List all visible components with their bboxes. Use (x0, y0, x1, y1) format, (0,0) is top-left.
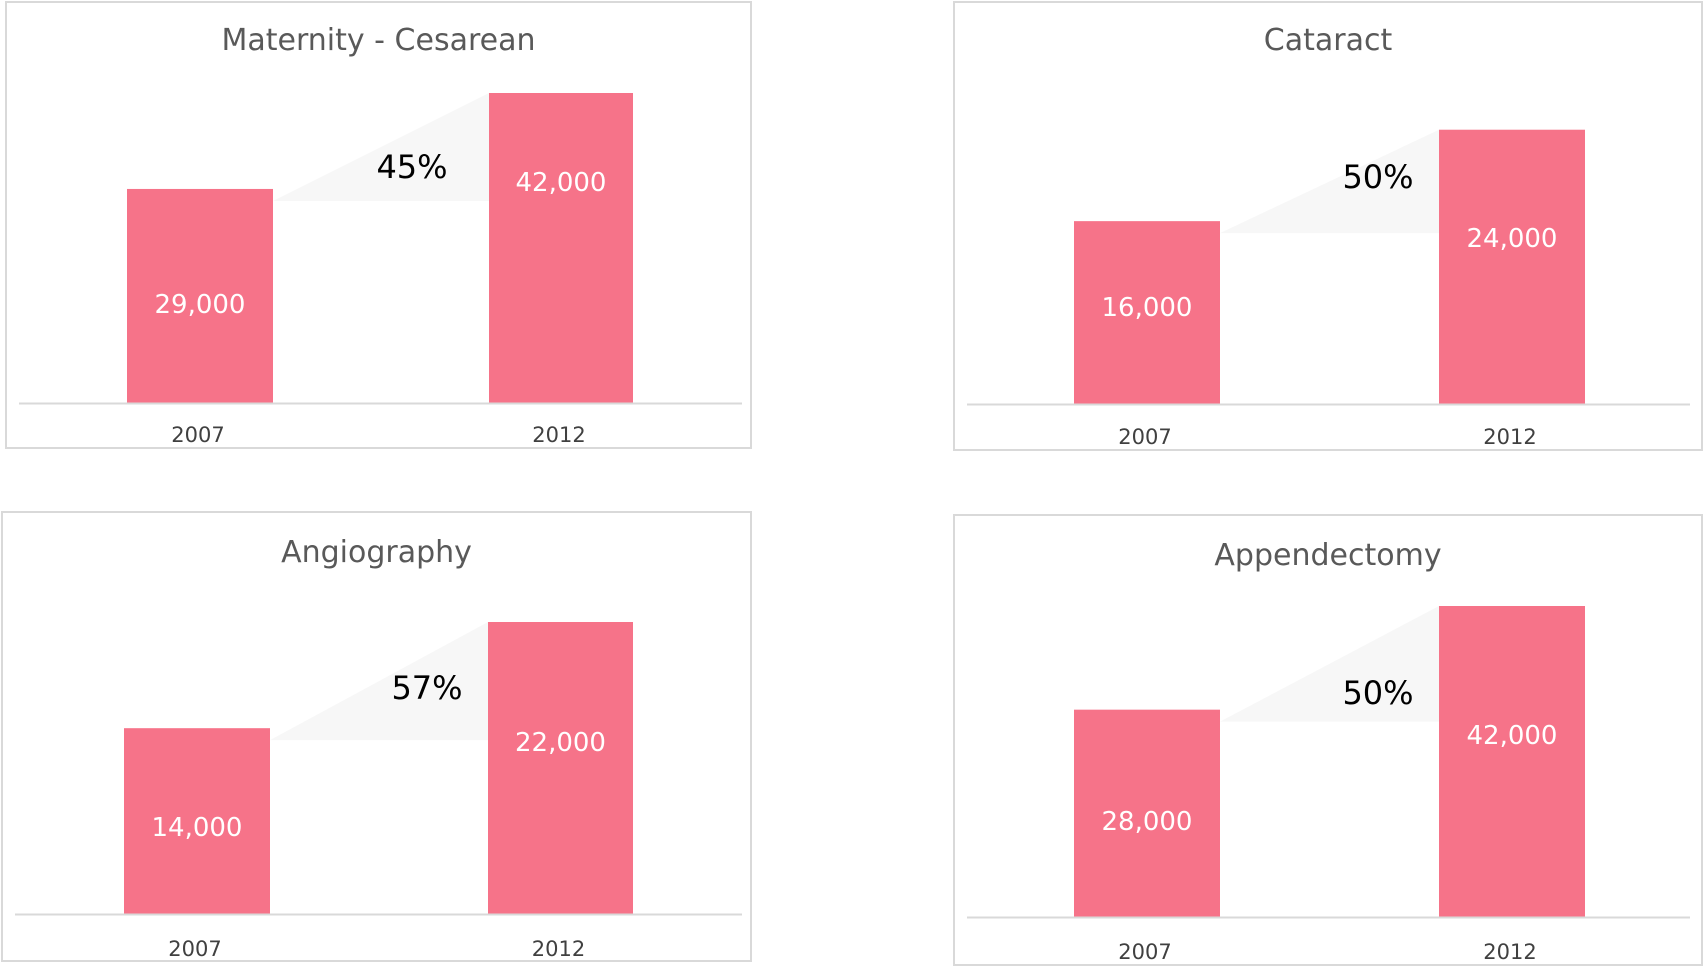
data-label: 28,000 (1102, 807, 1193, 837)
tick-label: 2007 (1118, 425, 1171, 449)
data-label: 22,000 (515, 728, 606, 758)
chart-panel-maternity-cesarean: Maternity - Cesarean 29,000 42,000 45% 2007… (5, 1, 752, 449)
data-label: 29,000 (155, 290, 246, 320)
change-label: 50% (1342, 158, 1413, 196)
chart-plot: 29,000 42,000 45% 2007 2012 (19, 93, 742, 447)
data-label: 42,000 (1467, 721, 1558, 751)
bar-2012 (1439, 129, 1585, 404)
chart-panel-appendectomy: Appendectomy 28,000 42,000 50% 2007 2012 (953, 514, 1703, 966)
bar-2007 (127, 188, 273, 403)
data-label: 42,000 (516, 168, 607, 198)
bar-2007 (124, 728, 270, 914)
tick-label: 2012 (532, 937, 585, 961)
change-label: 50% (1342, 674, 1413, 712)
chart-title: Angiography (281, 535, 472, 570)
chart-plot: 14,000 22,000 57% 2007 2012 (15, 622, 742, 961)
chart-plot: 28,000 42,000 50% 2007 2012 (967, 606, 1690, 964)
change-label: 57% (391, 669, 462, 707)
data-label: 24,000 (1467, 224, 1558, 254)
data-label: 16,000 (1102, 293, 1193, 323)
chart-title: Appendectomy (1214, 538, 1442, 573)
chart-panel-angiography: Angiography 14,000 22,000 57% 2007 2012 (1, 511, 752, 962)
bar-2007 (1074, 221, 1220, 404)
bar-2007 (1074, 709, 1220, 917)
tick-label: 2012 (1483, 425, 1536, 449)
change-wedge (273, 93, 489, 201)
chart-title: Maternity - Cesarean (221, 23, 536, 58)
change-wedge (1220, 129, 1439, 234)
tick-label: 2007 (168, 937, 221, 961)
bar-2012 (489, 93, 633, 403)
tick-label: 2007 (171, 423, 224, 447)
bar-2012 (488, 622, 633, 914)
tick-label: 2007 (1118, 940, 1171, 964)
chart-plot: 16,000 24,000 50% 2007 2012 (967, 129, 1690, 449)
tick-label: 2012 (532, 423, 585, 447)
bar-2012 (1439, 606, 1585, 917)
change-label: 45% (376, 148, 447, 186)
chart-title: Cataract (1263, 23, 1393, 58)
tick-label: 2012 (1483, 940, 1536, 964)
data-label: 14,000 (152, 813, 243, 843)
chart-panel-cataract: Cataract 16,000 24,000 50% 2007 2012 (953, 1, 1703, 451)
